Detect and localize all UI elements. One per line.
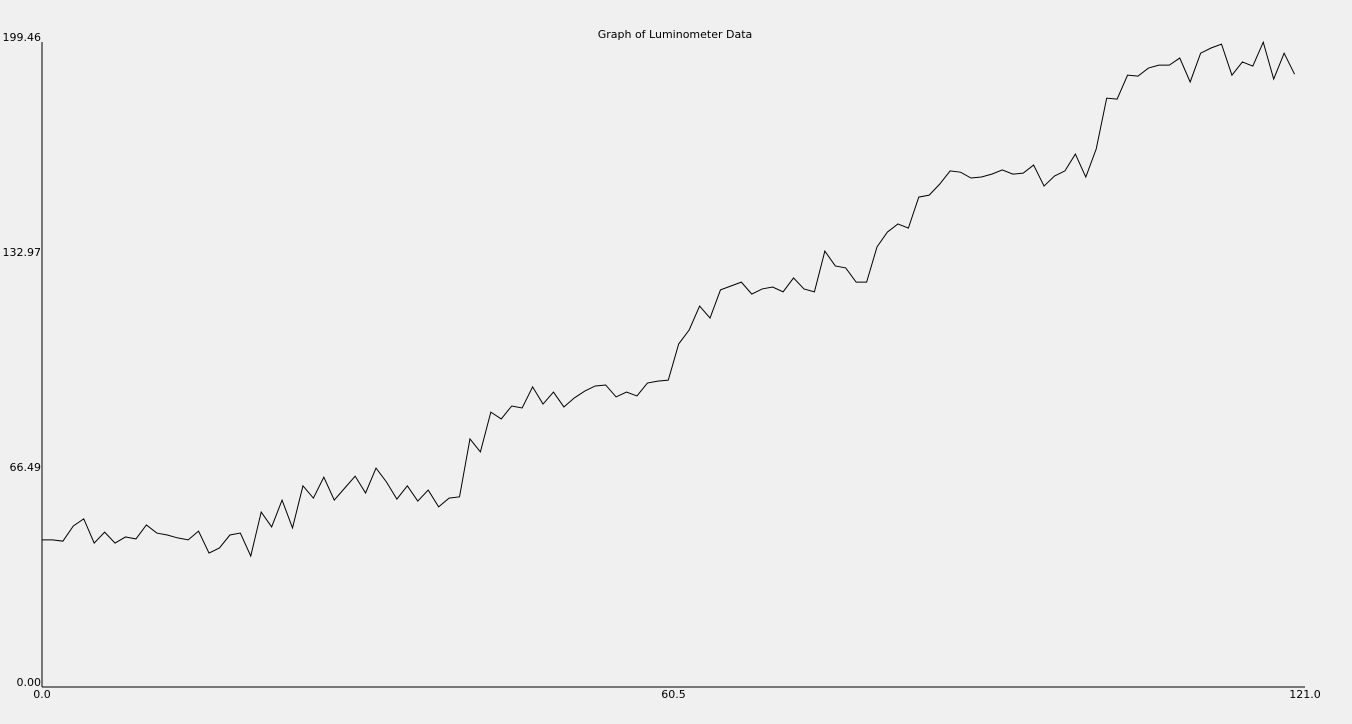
x-tick-label: 60.5 — [661, 688, 686, 701]
y-tick-label: 199.46 — [3, 31, 42, 44]
x-tick-label: 121.0 — [1289, 688, 1321, 701]
x-tick-label: 0.0 — [33, 688, 51, 701]
chart-title: Graph of Luminometer Data — [598, 28, 753, 41]
y-tick-label: 66.49 — [10, 461, 42, 474]
y-tick-label: 132.97 — [3, 246, 42, 259]
y-tick-label: 0.00 — [17, 676, 42, 689]
data-line — [42, 40, 1296, 558]
